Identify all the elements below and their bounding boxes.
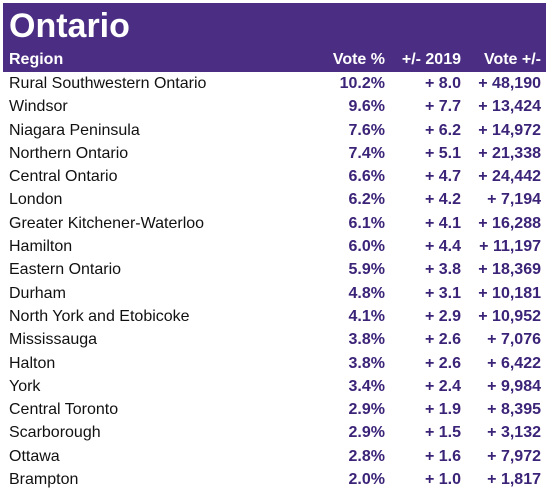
cell-change-2019: + 1.9 [424,401,461,419]
cell-change-2019: + 2.6 [424,331,461,349]
cell-change-2019: + 7.7 [424,98,461,116]
cell-region: Mississauga [9,331,98,349]
cell-votes-change: + 9,984 [487,377,541,395]
cell-vote-pct: 2.0% [348,471,385,489]
table-row: Scarborough 2.9% + 1.5 + 3,132 [3,421,546,444]
table-row: London 6.2% + 4.2 + 7,194 [3,188,546,211]
cell-vote-pct: 7.4% [348,144,385,162]
cell-votes-change: + 18,369 [478,261,541,279]
cell-vote-pct: 9.6% [348,98,385,116]
cell-vote-pct: 7.6% [348,121,385,139]
cell-change-2019: + 3.1 [424,284,461,302]
cell-change-2019: + 6.2 [424,121,461,139]
cell-vote-pct: 10.2% [339,75,385,92]
cell-vote-pct: 5.9% [348,261,385,279]
cell-vote-pct: 2.8% [348,447,385,465]
table-row: Eastern Ontario 5.9% + 3.8 + 18,369 [3,258,546,281]
cell-region: Rural Southwestern Ontario [9,75,207,92]
cell-change-2019: + 8.0 [424,75,461,92]
cell-change-2019: + 2.9 [424,307,461,325]
cell-vote-pct: 4.1% [348,307,385,325]
header-region: Region [9,51,64,68]
cell-vote-pct: 6.6% [348,168,385,186]
table-row: York 3.4% + 2.4 + 9,984 [3,375,546,398]
header-change-2019: +/- 2019 [401,51,461,68]
table-body: Rural Southwestern Ontario 10.2% + 8.0 + 48… [3,72,546,491]
cell-region: Eastern Ontario [9,261,122,279]
cell-region: Central Toronto [9,401,119,419]
cell-region: London [9,191,63,209]
table-row: Niagara Peninsula 7.6% + 6.2 + 14,972 [3,119,546,142]
cell-votes-change: + 16,288 [478,214,541,232]
cell-region: Halton [9,354,56,372]
cell-region: North York and Etobicoke [9,307,190,325]
cell-region: York [9,377,41,395]
cell-region: Windsor [9,98,68,116]
cell-change-2019: + 1.0 [424,471,461,489]
cell-vote-pct: 6.2% [348,191,385,209]
cell-region: Scarborough [9,424,101,442]
table-row: Mississauga 3.8% + 2.6 + 7,076 [3,328,546,351]
cell-votes-change: + 11,197 [479,238,541,256]
cell-region: Durham [9,284,66,302]
table-row: Rural Southwestern Ontario 10.2% + 8.0 + 48… [3,72,546,95]
cell-change-2019: + 4.1 [424,214,461,232]
cell-votes-change: + 3,132 [487,424,541,442]
cell-region: Brampton [9,471,79,489]
cell-votes-change: + 8,395 [487,401,541,419]
table-row: North York and Etobicoke 4.1% + 2.9 + 10,95… [3,305,546,328]
cell-region: Greater Kitchener-Waterloo [9,214,205,232]
table-row: Brampton 2.0% + 1.0 + 1,817 [3,468,546,491]
cell-votes-change: + 7,972 [487,447,541,465]
cell-vote-pct: 3.8% [348,354,385,372]
cell-vote-pct: 4.8% [348,284,385,302]
cell-change-2019: + 2.6 [424,354,461,372]
cell-votes-change: + 1,817 [487,471,541,489]
cell-vote-pct: 3.4% [348,377,385,395]
cell-region: Niagara Peninsula [9,121,140,139]
cell-change-2019: + 1.6 [424,447,461,465]
table-row: Greater Kitchener-Waterloo 6.1% + 4.1 + 16,… [3,212,546,235]
cell-votes-change: + 6,422 [487,354,541,372]
table-row: Central Toronto 2.9% + 1.9 + 8,395 [3,398,546,421]
table-header: Region Vote % +/- 2019 Vote +/- [3,48,546,72]
table-row: Hamilton 6.0% + 4.4 + 11,197 [3,235,546,258]
table-row: Windsor 9.6% + 7.7 + 13,424 [3,95,546,118]
cell-change-2019: + 4.7 [424,168,461,186]
cell-change-2019: + 4.2 [424,191,461,209]
table-row: Ottawa 2.8% + 1.6 + 7,972 [3,445,546,468]
cell-region: Hamilton [9,238,73,256]
table-row: Central Ontario 6.6% + 4.7 + 24,442 [3,165,546,188]
cell-vote-pct: 2.9% [348,424,385,442]
cell-vote-pct: 2.9% [348,401,385,419]
cell-change-2019: + 4.4 [424,238,461,256]
cell-votes-change: + 21,338 [478,144,541,162]
cell-votes-change: + 14,972 [478,121,541,139]
table-row: Northern Ontario 7.4% + 5.1 + 21,338 [3,142,546,165]
table-title: Ontario [3,3,546,48]
cell-change-2019: + 3.8 [424,261,461,279]
cell-region: Northern Ontario [9,144,129,162]
cell-change-2019: + 2.4 [424,377,461,395]
table-row: Durham 4.8% + 3.1 + 10,181 [3,282,546,305]
cell-votes-change: + 7,194 [487,191,541,209]
header-votes-change: Vote +/- [483,51,541,68]
cell-votes-change: + 10,181 [478,284,541,302]
cell-votes-change: + 10,952 [478,307,541,325]
cell-votes-change: + 7,076 [487,331,541,349]
table-row: Halton 3.8% + 2.6 + 6,422 [3,352,546,375]
cell-region: Central Ontario [9,168,118,186]
cell-region: Ottawa [9,447,60,465]
header-vote-pct: Vote % [332,51,385,68]
cell-vote-pct: 6.1% [348,214,385,232]
cell-votes-change: + 48,190 [478,75,541,92]
cell-change-2019: + 1.5 [424,424,461,442]
cell-change-2019: + 5.1 [424,144,461,162]
cell-vote-pct: 3.8% [348,331,385,349]
cell-votes-change: + 24,442 [478,168,541,186]
cell-vote-pct: 6.0% [348,238,385,256]
cell-votes-change: + 13,424 [478,98,541,116]
